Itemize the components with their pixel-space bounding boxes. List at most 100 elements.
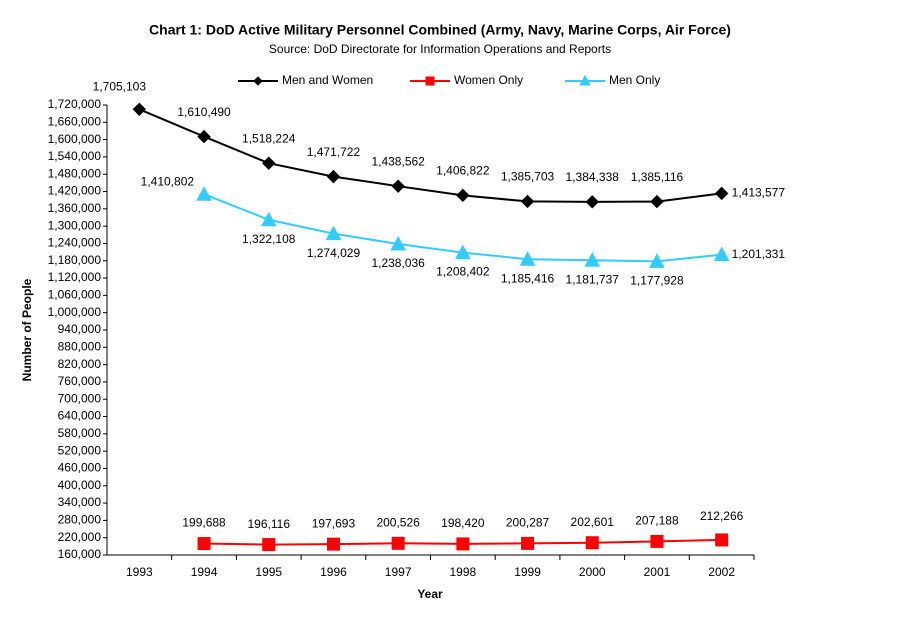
x-tick-label: 1998 xyxy=(449,565,476,579)
data-point xyxy=(326,169,341,184)
data-label: 1,438,562 xyxy=(371,154,425,168)
y-tick-label: 940,000 xyxy=(58,322,102,336)
data-label: 1,185,416 xyxy=(501,271,555,285)
x-tick-label: 1996 xyxy=(320,565,347,579)
y-tick-label: 520,000 xyxy=(58,443,102,457)
data-label: 1,322,108 xyxy=(242,232,296,246)
y-tick-label: 1,000,000 xyxy=(48,305,102,319)
y-tick-label: 220,000 xyxy=(58,530,102,544)
y-tick-label: 400,000 xyxy=(58,478,102,492)
y-tick-label: 1,300,000 xyxy=(48,218,102,232)
y-tick-label: 1,540,000 xyxy=(48,149,102,163)
y-tick-label: 1,420,000 xyxy=(48,184,102,198)
data-point xyxy=(260,211,277,227)
y-tick-label: 1,240,000 xyxy=(48,236,102,250)
data-label: 202,601 xyxy=(571,515,615,529)
x-tick-label: 1994 xyxy=(191,565,218,579)
data-point xyxy=(585,536,599,550)
x-tick-label: 1995 xyxy=(255,565,282,579)
x-tick-label: 2001 xyxy=(644,565,671,579)
data-point xyxy=(325,225,342,241)
data-point xyxy=(326,537,340,551)
data-point xyxy=(132,102,147,117)
legend-label: Men and Women xyxy=(282,73,373,87)
data-label: 199,688 xyxy=(182,516,226,530)
data-point xyxy=(650,534,664,548)
chart-subtitle: Source: DoD Directorate for Information … xyxy=(269,42,611,56)
data-label: 1,274,029 xyxy=(307,246,361,260)
legend-marker xyxy=(425,76,435,86)
data-label: 197,693 xyxy=(312,516,356,530)
data-point xyxy=(391,536,405,550)
data-point xyxy=(196,186,212,201)
data-point xyxy=(714,186,729,201)
x-tick-label: 1997 xyxy=(385,565,412,579)
data-point xyxy=(519,251,536,266)
data-label: 196,116 xyxy=(248,517,291,531)
data-label: 198,420 xyxy=(441,516,485,530)
legend-marker xyxy=(579,74,591,86)
data-point xyxy=(520,194,535,209)
x-tick-label: 2002 xyxy=(708,565,735,579)
data-label: 1,610,490 xyxy=(177,105,231,119)
data-label: 212,266 xyxy=(700,509,744,523)
y-tick-label: 1,180,000 xyxy=(48,253,102,267)
data-label: 1,385,116 xyxy=(631,170,684,184)
legend-label: Women Only xyxy=(454,73,523,87)
data-point xyxy=(650,194,664,209)
data-point xyxy=(585,195,599,209)
data-point xyxy=(197,537,211,551)
data-label: 1,518,224 xyxy=(242,131,296,145)
y-tick-label: 580,000 xyxy=(58,426,102,440)
data-point xyxy=(262,538,276,552)
data-label: 1,384,338 xyxy=(566,170,620,184)
x-tick-label: 2000 xyxy=(579,565,606,579)
data-label: 200,287 xyxy=(506,516,550,530)
y-tick-label: 280,000 xyxy=(58,513,102,527)
y-tick-label: 160,000 xyxy=(58,547,102,561)
legend-marker xyxy=(253,76,263,86)
y-tick-label: 760,000 xyxy=(58,374,102,388)
data-point xyxy=(197,129,211,144)
data-point xyxy=(521,536,535,550)
data-point xyxy=(713,246,730,262)
y-tick-label: 1,120,000 xyxy=(48,270,102,284)
data-point xyxy=(455,244,471,260)
y-tick-label: 1,720,000 xyxy=(48,97,102,111)
y-tick-label: 340,000 xyxy=(58,495,102,509)
data-point xyxy=(584,252,601,267)
y-tick-label: 880,000 xyxy=(58,339,102,353)
y-tick-label: 1,360,000 xyxy=(48,201,102,215)
data-point xyxy=(390,235,406,251)
legend-label: Men Only xyxy=(609,73,660,87)
data-label: 1,410,802 xyxy=(141,174,195,188)
x-tick-label: 1999 xyxy=(514,565,541,579)
data-label: 200,526 xyxy=(376,515,420,529)
data-point xyxy=(456,537,470,551)
y-tick-label: 640,000 xyxy=(58,409,102,423)
data-label: 1,181,737 xyxy=(566,272,620,286)
data-label: 1,471,722 xyxy=(307,145,361,159)
data-label: 1,406,822 xyxy=(436,164,490,178)
series-line xyxy=(138,108,722,203)
y-tick-label: 820,000 xyxy=(58,357,102,371)
data-point xyxy=(715,533,729,547)
y-tick-label: 1,660,000 xyxy=(48,114,102,128)
data-label: 1,177,928 xyxy=(630,274,684,288)
data-label: 207,188 xyxy=(635,514,679,528)
data-label: 1,705,103 xyxy=(93,79,147,93)
data-label: 1,208,402 xyxy=(436,265,490,279)
y-tick-label: 700,000 xyxy=(58,391,102,405)
data-point xyxy=(262,156,276,170)
x-axis-title: Year xyxy=(417,587,443,601)
x-tick-label: 1993 xyxy=(126,565,153,579)
data-point xyxy=(456,188,470,203)
y-tick-label: 1,060,000 xyxy=(48,288,102,302)
data-label: 1,238,036 xyxy=(371,256,425,270)
y-tick-label: 460,000 xyxy=(58,461,102,475)
data-point xyxy=(649,253,665,268)
data-label: 1,201,331 xyxy=(732,247,786,261)
data-point xyxy=(391,179,405,193)
y-axis-title: Number of People xyxy=(20,278,34,381)
y-tick-label: 1,600,000 xyxy=(48,132,102,146)
